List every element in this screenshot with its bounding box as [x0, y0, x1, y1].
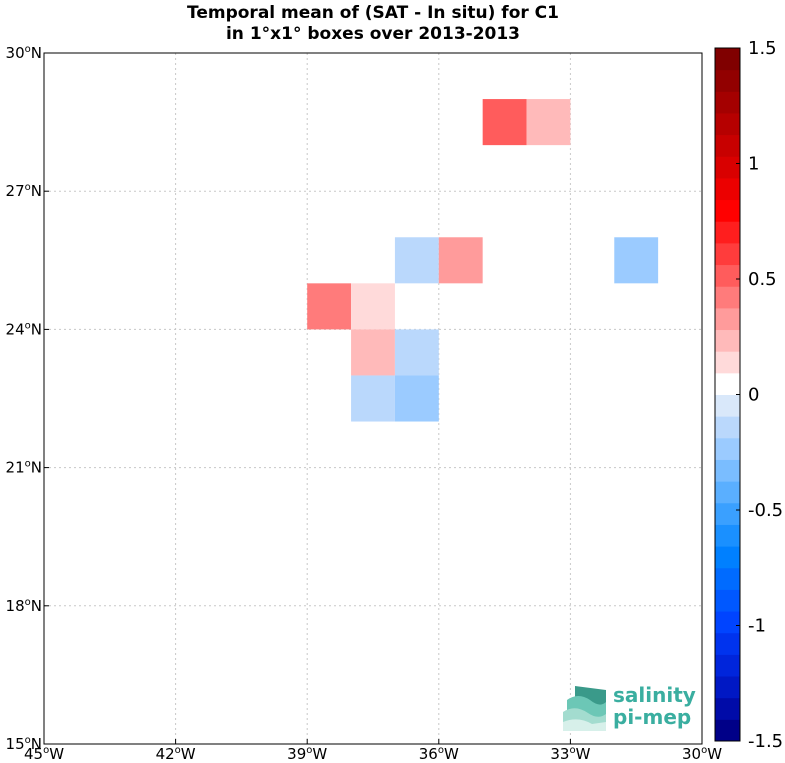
colorbar-tick-label: -0.5 [748, 500, 783, 521]
x-tick-label: 39oW [287, 745, 327, 763]
heatmap-cell [394, 237, 439, 284]
colorbar-segment [715, 394, 740, 417]
x-tick-label: 33oW [550, 745, 590, 763]
x-tick-label: 42oW [156, 745, 196, 763]
heatmap-cell [351, 283, 395, 330]
y-tick-label: 30oN [6, 44, 42, 62]
colorbar-segment [715, 372, 740, 395]
colorbar-segment [715, 221, 740, 244]
logo-line-2: pi-mep [613, 705, 691, 729]
heatmap-cell [307, 283, 352, 330]
colorbar-segment [715, 112, 740, 136]
colorbar-segment [715, 611, 740, 634]
heatmap-cell [394, 375, 439, 422]
y-tick-label: 24oN [6, 320, 42, 338]
colorbar-segment [715, 567, 740, 590]
colorbar-segment [715, 502, 740, 525]
colorbar-segment [715, 48, 740, 71]
colorbar-segment [715, 416, 740, 439]
colorbar-tick-label: -1.5 [748, 731, 783, 752]
colorbar-tick-label: 1.5 [748, 38, 777, 59]
logo-line-1: salinity [613, 683, 696, 707]
heatmap-cell [351, 375, 395, 422]
salinity-pi-mep-logo: salinity pi-mep [563, 683, 696, 731]
colorbar: 1.5 1 0.5 0 -0.5 -1 -1.5 [714, 38, 783, 752]
colorbar-segment [715, 156, 740, 179]
colorbar-segment [715, 481, 740, 504]
colorbar-segment [715, 459, 740, 482]
colorbar-segment [715, 524, 740, 547]
colorbar-segment [715, 676, 740, 699]
colorbar-segment [715, 134, 740, 157]
colorbar-segment [715, 697, 740, 720]
colorbar-tick-label: 0.5 [748, 269, 777, 290]
colorbar-tick-label: -1 [748, 616, 766, 637]
colorbar-segment [715, 307, 740, 331]
x-tick-label: 36oW [419, 745, 459, 763]
colorbar-segment [715, 719, 740, 742]
colorbar-tick-label: 0 [748, 385, 759, 406]
map-plot-area: 45oW 42oW 39oW 36oW 33oW 30oW 15oN 18oN 21oN 24oN… [6, 44, 723, 763]
colorbar-tick-label: 1 [748, 154, 759, 175]
plot-frame [43, 52, 703, 745]
colorbar-segment [715, 242, 740, 266]
heatmap-cell [526, 99, 571, 146]
heatmap-cell [614, 237, 659, 284]
colorbar-segment [715, 91, 740, 114]
colorbar-segment [715, 351, 740, 374]
y-tick-label: 27oN [6, 182, 42, 200]
y-tick-label: 21oN [6, 459, 42, 477]
colorbar-segment [715, 329, 740, 352]
colorbar-segment [715, 546, 740, 569]
colorbar-segment [715, 286, 740, 309]
y-tick-label: 15oN [6, 735, 42, 753]
colorbar-segment [715, 654, 740, 677]
heatmap-cell [351, 329, 395, 376]
heatmap-cell [482, 99, 527, 146]
colorbar-segment [715, 264, 740, 287]
heatmap-cell [438, 237, 483, 284]
colorbar-segment [715, 632, 740, 655]
logo-waves-icon [563, 686, 606, 731]
y-tick-label: 18oN [6, 597, 42, 615]
colorbar-segment [715, 199, 740, 222]
x-tick-label: 30oW [682, 745, 722, 763]
chart-title-line-1: Temporal mean of (SAT - In situ) for C1 [187, 3, 559, 23]
colorbar-segment [715, 69, 740, 92]
chart-title-line-2: in 1°x1° boxes over 2013-2013 [226, 24, 520, 44]
colorbar-segment [715, 177, 740, 201]
x-tick-label: 45oW [24, 745, 64, 763]
colorbar-segment [715, 437, 740, 460]
heatmap-cell [394, 329, 439, 376]
colorbar-segment [715, 589, 740, 612]
